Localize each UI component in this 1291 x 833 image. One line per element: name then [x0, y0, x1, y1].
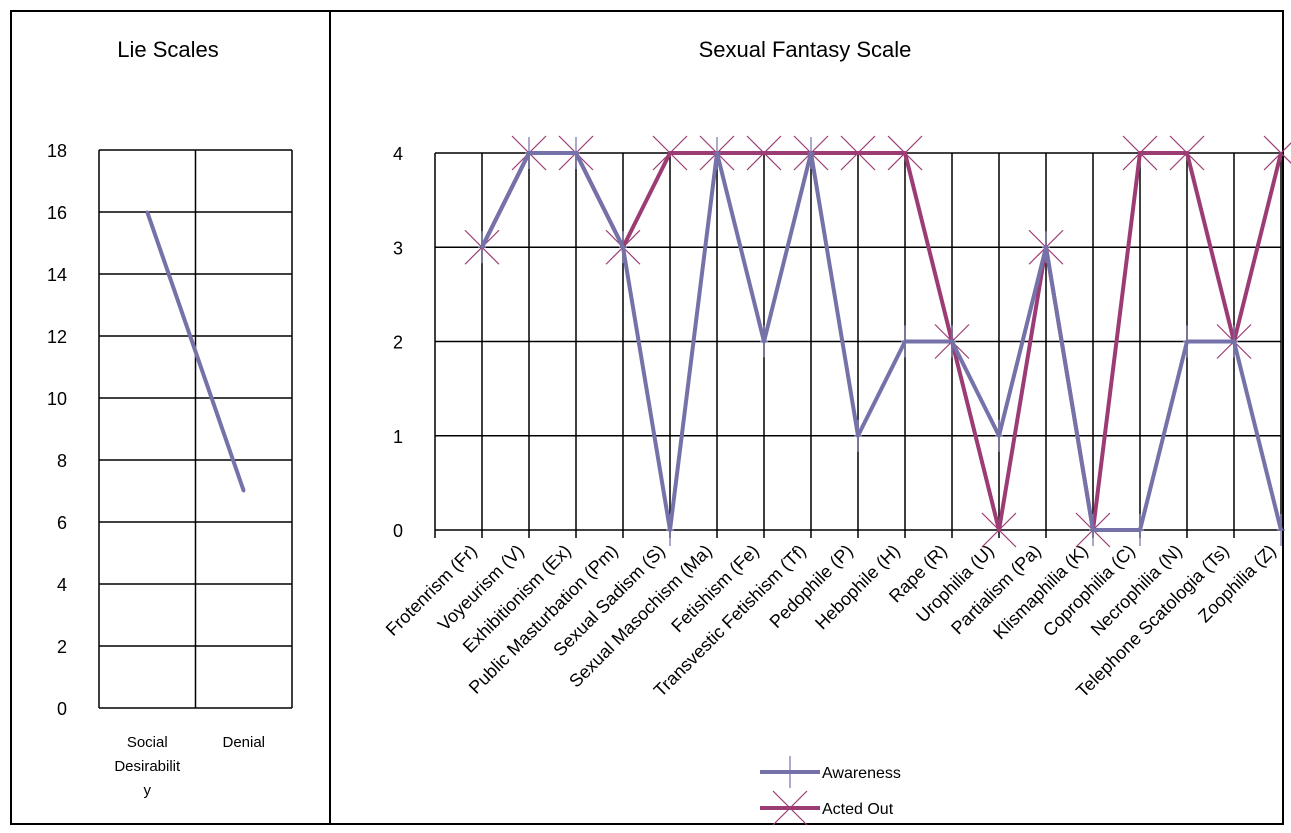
legend-marker — [786, 756, 794, 788]
data-point — [652, 135, 688, 171]
marker-stroke — [887, 135, 923, 171]
legend-marker — [772, 790, 808, 826]
marker-stroke — [1169, 135, 1205, 171]
marker-stroke — [1122, 135, 1158, 171]
data-point — [840, 135, 876, 171]
marker-stroke — [652, 135, 688, 171]
data-point — [525, 137, 533, 169]
data-point — [572, 137, 580, 169]
data-point — [666, 514, 674, 546]
legend-label: Awareness — [822, 765, 901, 782]
marker-stroke — [772, 790, 808, 826]
data-point — [854, 419, 862, 452]
lie-chart-title: Lie Scales — [117, 37, 219, 62]
data-point — [1122, 135, 1158, 171]
y-tick-label: 1 — [393, 427, 403, 447]
marker-stroke — [1263, 142, 1291, 171]
data-point — [760, 325, 768, 358]
data-point — [1277, 514, 1285, 546]
chart-legend: Awareness Acted Out — [760, 756, 901, 826]
y-tick-label: 8 — [57, 451, 67, 471]
marker-stroke — [746, 135, 782, 171]
data-point — [478, 231, 486, 264]
y-tick-label: 2 — [393, 333, 403, 353]
marker-stroke — [981, 512, 1017, 548]
y-tick-label: 4 — [393, 144, 403, 164]
data-point — [948, 325, 956, 358]
data-point — [807, 137, 815, 169]
y-tick-label: 2 — [57, 637, 67, 657]
data-point — [995, 419, 1003, 452]
fantasy-chart-title: Sexual Fantasy Scale — [699, 37, 912, 62]
y-tick-label: 18 — [47, 141, 67, 161]
panel-divider — [329, 10, 331, 825]
data-point — [1230, 325, 1238, 358]
x-tick-label: y — [144, 782, 152, 799]
data-point — [1263, 135, 1291, 171]
y-tick-label: 12 — [47, 327, 67, 347]
y-tick-label: 4 — [57, 575, 67, 595]
data-point — [242, 489, 246, 493]
data-point — [1089, 514, 1097, 546]
data-point — [1183, 325, 1191, 358]
y-tick-label: 6 — [57, 513, 67, 533]
data-point — [1169, 135, 1205, 171]
marker-stroke — [840, 135, 876, 171]
y-tick-label: 0 — [393, 521, 403, 541]
x-tick-label: Desirabilit — [114, 758, 181, 775]
data-point — [1042, 231, 1050, 264]
data-point — [619, 231, 627, 264]
x-tick-label: Social — [127, 734, 168, 751]
series-line — [145, 211, 246, 492]
data-point — [887, 135, 923, 171]
y-tick-label: 3 — [393, 238, 403, 258]
y-tick-label: 14 — [47, 265, 67, 285]
y-tick-label: 10 — [47, 389, 67, 409]
data-point — [901, 325, 909, 358]
data-point — [145, 210, 149, 214]
y-tick-label: 0 — [57, 699, 67, 719]
data-point — [713, 137, 721, 169]
legend-label: Acted Out — [822, 801, 894, 818]
data-point — [1136, 514, 1144, 546]
data-point — [981, 512, 1017, 548]
data-point — [746, 135, 782, 171]
series-line — [480, 151, 1283, 532]
figure-frame — [10, 10, 1284, 825]
y-tick-label: 16 — [47, 203, 67, 223]
x-tick-label: Denial — [222, 734, 265, 751]
lie-scales-chart: 0 2 4 6 8 10 12 14 16 18 Social Desirabilit y Denial — [47, 141, 293, 799]
